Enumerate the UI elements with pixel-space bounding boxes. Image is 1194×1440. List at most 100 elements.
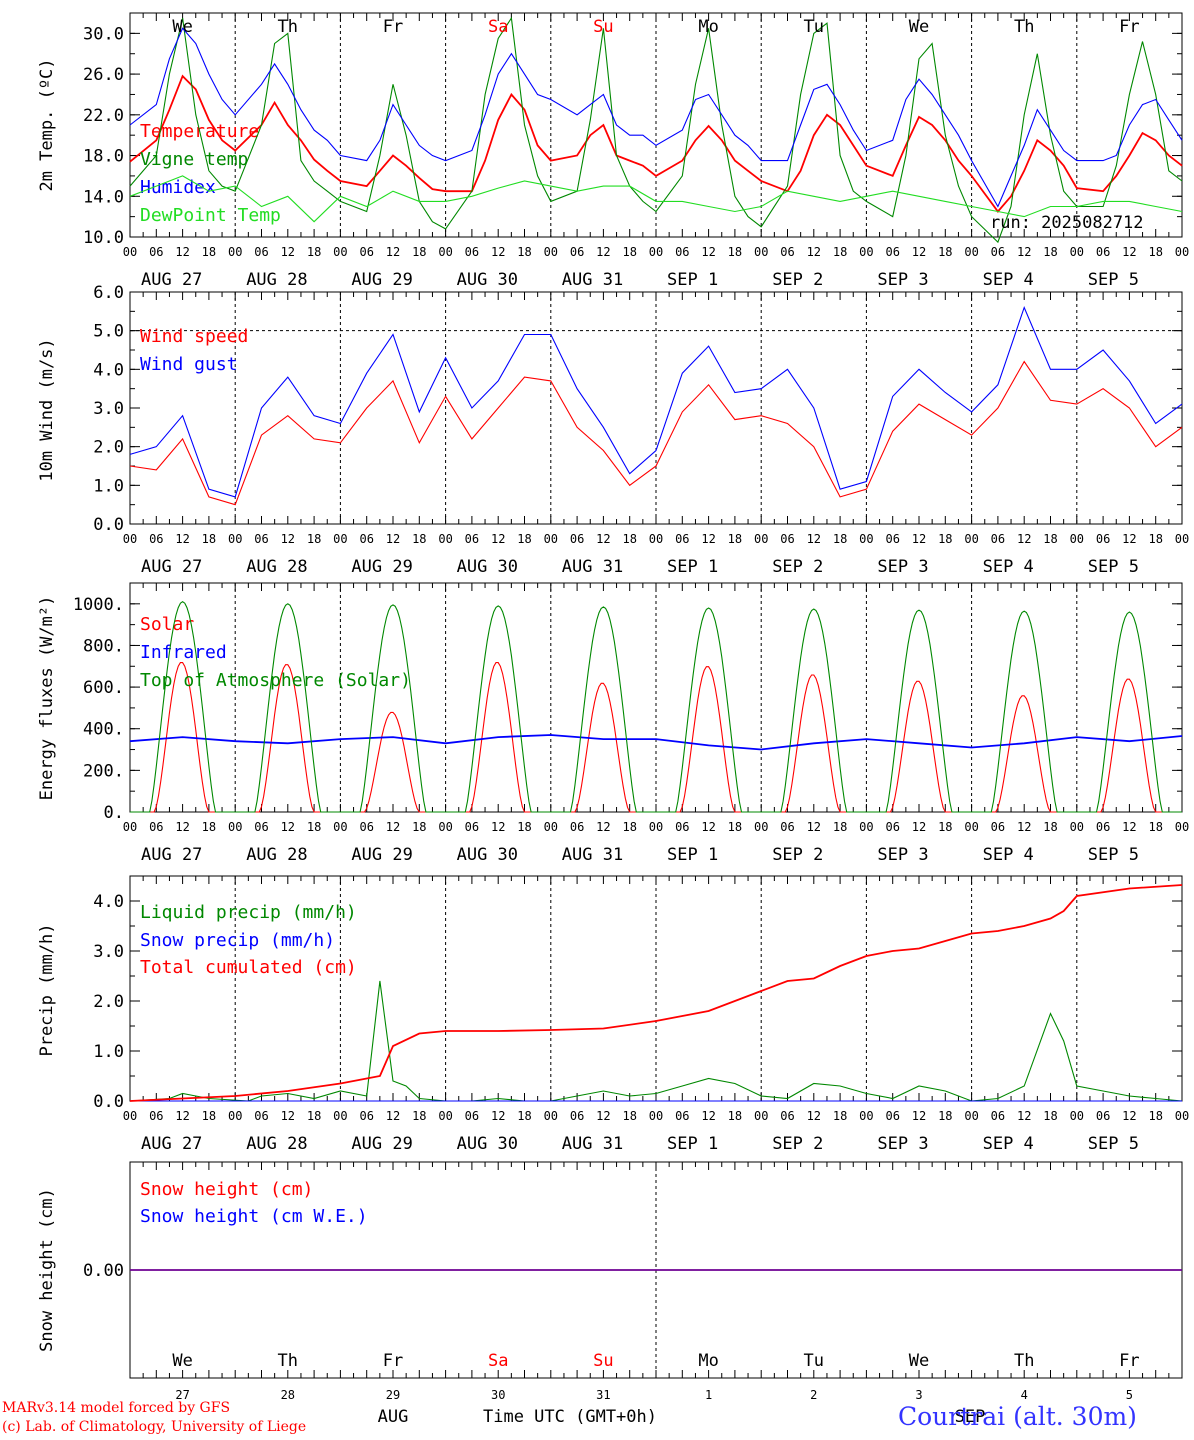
panel-3-y-tick-label: 200. — [83, 761, 124, 781]
panel-2-date-label: SEP 1 — [667, 557, 718, 577]
panel-1-run-label: run: 2025082712 — [990, 213, 1144, 233]
panel-2-hour-label: 12 — [596, 532, 610, 546]
panel-3-y-tick-label: 600. — [83, 678, 124, 698]
day-number-label: 29 — [386, 1388, 400, 1402]
panel-4-hour-label: 12 — [912, 1109, 926, 1123]
panel-4-y-tick-label: 4.0 — [93, 892, 124, 912]
panel-1-date-label: SEP 4 — [983, 270, 1034, 290]
panel-3-hour-label: 00 — [649, 820, 663, 834]
panel-4-hour-label: 00 — [123, 1109, 137, 1123]
panel-5-legend-entry: Snow height (cm) — [140, 1179, 313, 1200]
panel-4-hour-label: 12 — [807, 1109, 821, 1123]
panel-3-date-label: SEP 2 — [772, 845, 823, 865]
panel-3-series-line — [129, 734, 1183, 751]
panel-3-hour-label: 00 — [123, 820, 137, 834]
panel-3-legend-entry: Solar — [140, 614, 194, 635]
panel-1-hour-label: 06 — [465, 245, 479, 259]
day-number-label: 31 — [596, 1388, 610, 1402]
panel-2-hour-label: 12 — [491, 532, 505, 546]
panel-1-hour-label: 18 — [307, 245, 321, 259]
panel-2-y-tick-label: 3.0 — [93, 399, 124, 419]
panel-3-date-label: AUG 27 — [141, 845, 202, 865]
panel-3-hour-label: 12 — [386, 820, 400, 834]
panel-1-date-label: AUG 29 — [351, 270, 412, 290]
panel-4-series-line — [129, 980, 1183, 1102]
panel-3-hour-label: 12 — [596, 820, 610, 834]
panel-4-hour-label: 18 — [938, 1109, 952, 1123]
panel-2-hour-label: 18 — [1148, 532, 1162, 546]
panel-3-hour-label: 18 — [728, 820, 742, 834]
panel-3-legend-entry: Infrared — [140, 642, 227, 663]
weekday-label-top: We — [172, 17, 192, 37]
panel-3-hour-label: 18 — [517, 820, 531, 834]
panel-3-hour-label: 06 — [465, 820, 479, 834]
panel-1-legend-entry: DewPoint Temp — [140, 205, 281, 226]
month-label-sep: SEP — [955, 1407, 986, 1427]
panel-1-date-label: SEP 3 — [877, 270, 928, 290]
panel-3-hour-label: 00 — [544, 820, 558, 834]
panel-3-hour-label: 06 — [149, 820, 163, 834]
panel-3-hour-label: 18 — [307, 820, 321, 834]
panel-1-hour-label: 00 — [544, 245, 558, 259]
panel-4-legend-entry: Snow precip (mm/h) — [140, 930, 335, 951]
panel-1-hour-label: 18 — [622, 245, 636, 259]
panel-4-hour-label: 06 — [675, 1109, 689, 1123]
panel-4-hour-label: 18 — [728, 1109, 742, 1123]
panel-4-hour-label: 12 — [1017, 1109, 1031, 1123]
panel-2-hour-label: 00 — [964, 532, 978, 546]
panel-3-hour-label: 12 — [1017, 820, 1031, 834]
panel-3-hour-label: 00 — [754, 820, 768, 834]
weekday-label-top: Sa — [488, 17, 508, 37]
panel-2-y-axis-title: 10m Wind (m/s) — [37, 338, 57, 481]
panel-2-hour-label: 06 — [149, 532, 163, 546]
panel-1-series-line — [129, 27, 1183, 208]
panel-4-y-tick-label: 2.0 — [93, 992, 124, 1012]
panel-4-y-axis-title: Precip (mm/h) — [37, 923, 57, 1056]
panel-1-y-tick-label: 30.0 — [83, 24, 124, 44]
day-number-label: 2 — [810, 1388, 817, 1402]
weekday-label: We — [909, 1351, 929, 1371]
panel-3-hour-label: 06 — [885, 820, 899, 834]
panel-4-hour-label: 06 — [780, 1109, 794, 1123]
panel-4-hour-label: 00 — [333, 1109, 347, 1123]
panel-4-hour-label: 06 — [991, 1109, 1005, 1123]
panel-4-hour-label: 00 — [649, 1109, 663, 1123]
panel-4-date-label: AUG 27 — [141, 1134, 202, 1154]
panel-2-hour-label: 06 — [254, 532, 268, 546]
panel-2-hour-label: 00 — [438, 532, 452, 546]
panel-3-date-label: SEP 5 — [1088, 845, 1139, 865]
panel-3-hour-label: 18 — [938, 820, 952, 834]
day-number-label: 27 — [175, 1388, 189, 1402]
panel-4-date-label: SEP 5 — [1088, 1134, 1139, 1154]
panel-4-hour-label: 06 — [885, 1109, 899, 1123]
weekday-label: Th — [278, 1351, 298, 1371]
panel-1-hour-label: 18 — [1148, 245, 1162, 259]
weekday-label-top: Fr — [1119, 17, 1139, 37]
location-title: Courtrai (alt. 30m) — [898, 1402, 1137, 1431]
panel-4-hour-label: 18 — [1148, 1109, 1162, 1123]
panel-1-hour-label: 18 — [833, 245, 847, 259]
panel-1-date-label: SEP 5 — [1088, 270, 1139, 290]
panel-1-hour-label: 06 — [675, 245, 689, 259]
panel-2-hour-label: 18 — [622, 532, 636, 546]
panel-4-legend-entry: Total cumulated (cm) — [140, 957, 357, 978]
panel-1-hour-label: 18 — [938, 245, 952, 259]
panel-4-hour-label: 00 — [544, 1109, 558, 1123]
panel-1-legend-entry: Vigne temp — [140, 149, 248, 170]
panel-1-hour-label: 00 — [964, 245, 978, 259]
panel-3-y-axis-title: Energy fluxes (W/m²) — [37, 596, 57, 801]
panel-3-date-label: AUG 31 — [562, 845, 623, 865]
weekday-label-top: Fr — [383, 17, 403, 37]
panel-4-y-tick-label: 0.0 — [93, 1092, 124, 1112]
panel-4-hour-label: 12 — [596, 1109, 610, 1123]
panel-4-hour-label: 06 — [1096, 1109, 1110, 1123]
panel-1-hour-label: 00 — [333, 245, 347, 259]
panel-1-hour-label: 18 — [1043, 245, 1057, 259]
panel-1-hour-label: 12 — [912, 245, 926, 259]
panel-3-hour-label: 00 — [438, 820, 452, 834]
panel-4-series-line — [129, 884, 1183, 1102]
panel-4-hour-label: 00 — [964, 1109, 978, 1123]
panel-2-hour-label: 18 — [938, 532, 952, 546]
panel-3-hour-label: 12 — [807, 820, 821, 834]
panel-2-series-line — [129, 360, 1183, 506]
